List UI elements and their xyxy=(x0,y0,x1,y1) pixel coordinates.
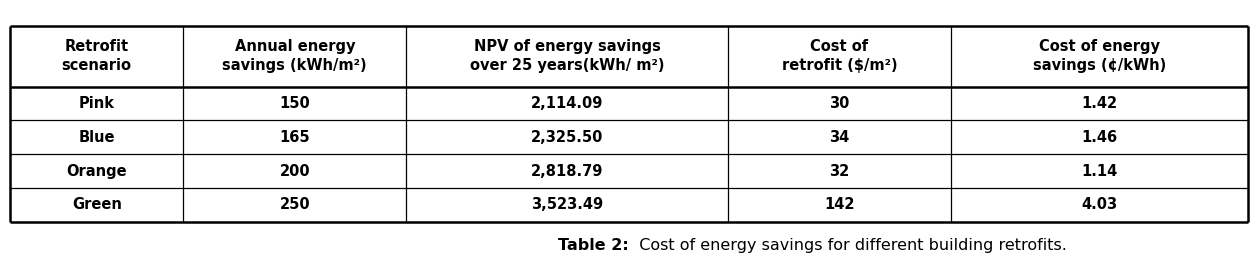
Text: Table 2:: Table 2: xyxy=(559,238,629,253)
Text: Annual energy
savings (kWh/m²): Annual energy savings (kWh/m²) xyxy=(223,39,367,73)
Text: 32: 32 xyxy=(829,164,849,179)
Text: Cost of energy
savings (¢/kWh): Cost of energy savings (¢/kWh) xyxy=(1033,39,1166,73)
Text: NPV of energy savings
over 25 years(kWh/ m²): NPV of energy savings over 25 years(kWh/… xyxy=(469,39,664,73)
Text: Cost of energy savings for different building retrofits.: Cost of energy savings for different bui… xyxy=(629,238,1067,253)
Text: Retrofit
scenario: Retrofit scenario xyxy=(62,39,132,73)
Text: Orange: Orange xyxy=(67,164,127,179)
Text: 142: 142 xyxy=(824,197,854,213)
Text: 1.14: 1.14 xyxy=(1082,164,1117,179)
Text: 30: 30 xyxy=(829,96,849,111)
Text: 1.42: 1.42 xyxy=(1082,96,1117,111)
Text: 1.46: 1.46 xyxy=(1082,130,1117,145)
Text: 2,325.50: 2,325.50 xyxy=(531,130,604,145)
Text: Green: Green xyxy=(72,197,122,213)
Text: Blue: Blue xyxy=(78,130,114,145)
Text: 165: 165 xyxy=(279,130,309,145)
Text: Cost of
retrofit ($/m²): Cost of retrofit ($/m²) xyxy=(781,39,897,73)
Text: 34: 34 xyxy=(829,130,849,145)
Text: 150: 150 xyxy=(279,96,311,111)
Bar xyxy=(10,26,1248,222)
Text: 2,114.09: 2,114.09 xyxy=(531,96,604,111)
Text: 4.03: 4.03 xyxy=(1082,197,1117,213)
Text: 200: 200 xyxy=(279,164,309,179)
Text: 3,523.49: 3,523.49 xyxy=(531,197,603,213)
Text: 250: 250 xyxy=(279,197,309,213)
Text: Pink: Pink xyxy=(79,96,114,111)
Text: 2,818.79: 2,818.79 xyxy=(531,164,604,179)
